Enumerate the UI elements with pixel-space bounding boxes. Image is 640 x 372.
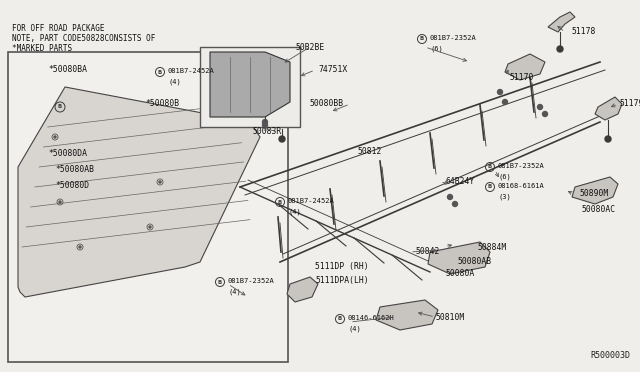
Text: 081B7-2452A: 081B7-2452A (168, 68, 215, 74)
Polygon shape (428, 242, 490, 274)
Circle shape (54, 136, 56, 138)
Text: 50080AB: 50080AB (458, 257, 492, 266)
Circle shape (447, 195, 452, 199)
Text: B: B (158, 70, 162, 74)
Text: *50080B: *50080B (145, 99, 179, 109)
Polygon shape (18, 87, 260, 297)
Text: *50080DA: *50080DA (48, 150, 87, 158)
Text: FOR OFF ROAD PACKAGE: FOR OFF ROAD PACKAGE (12, 24, 104, 33)
Polygon shape (210, 52, 290, 117)
Text: 081B7-2452A: 081B7-2452A (288, 198, 335, 204)
Text: 081B7-2352A: 081B7-2352A (498, 163, 545, 169)
Text: 50810M: 50810M (435, 312, 464, 321)
Polygon shape (572, 177, 618, 204)
Text: 51170: 51170 (510, 73, 534, 81)
Text: *50080BA: *50080BA (48, 65, 87, 74)
Circle shape (159, 181, 161, 183)
Circle shape (279, 136, 285, 142)
Text: 50080AC: 50080AC (582, 205, 616, 215)
Text: 64B24Y: 64B24Y (445, 177, 474, 186)
Text: 74751X: 74751X (318, 65, 348, 74)
Text: B: B (420, 36, 424, 42)
Text: 50890M: 50890M (580, 189, 609, 199)
Polygon shape (287, 277, 318, 302)
Circle shape (497, 90, 502, 94)
Text: *50080D: *50080D (55, 182, 89, 190)
Text: 50080A: 50080A (445, 269, 474, 279)
Text: B: B (488, 185, 492, 189)
Text: 50812: 50812 (358, 148, 382, 157)
Text: 50842: 50842 (415, 247, 440, 257)
Bar (200, 47, 300, 127)
Text: *50080AB: *50080AB (55, 166, 94, 174)
Text: (4): (4) (348, 326, 361, 332)
Text: 081B7-2352A: 081B7-2352A (228, 278, 275, 284)
Text: 5111DPA(LH): 5111DPA(LH) (315, 276, 369, 285)
Text: (3): (3) (498, 194, 511, 200)
Text: B: B (278, 199, 282, 205)
Bar (8, 52, 288, 362)
Text: (4): (4) (168, 79, 180, 85)
Text: 081B7-2352A: 081B7-2352A (430, 35, 477, 41)
Polygon shape (548, 12, 575, 32)
Text: (4): (4) (288, 209, 301, 215)
Text: 5111DP (RH): 5111DP (RH) (315, 263, 369, 272)
Text: (4): (4) (228, 289, 241, 295)
Polygon shape (595, 97, 622, 120)
Circle shape (262, 122, 268, 128)
Circle shape (59, 201, 61, 203)
Text: 50884M: 50884M (478, 243, 508, 251)
Text: 08146-6162H: 08146-6162H (348, 315, 395, 321)
Circle shape (262, 119, 268, 125)
Text: (6): (6) (430, 46, 443, 52)
Text: R500003D: R500003D (590, 351, 630, 360)
Circle shape (538, 105, 543, 109)
Circle shape (543, 112, 547, 116)
Text: 51178: 51178 (572, 28, 596, 36)
Circle shape (605, 136, 611, 142)
Circle shape (502, 99, 508, 105)
Text: 50B2BE: 50B2BE (295, 42, 324, 51)
Text: NOTE, PART CODE50828CONSISTS OF: NOTE, PART CODE50828CONSISTS OF (12, 34, 156, 43)
Text: (6): (6) (498, 174, 511, 180)
Circle shape (557, 46, 563, 52)
Text: 50083R: 50083R (253, 128, 282, 137)
Circle shape (452, 202, 458, 206)
Text: B: B (338, 317, 342, 321)
Circle shape (259, 112, 264, 116)
Polygon shape (376, 300, 438, 330)
Text: 50080BB: 50080BB (310, 99, 344, 109)
Text: 51179: 51179 (620, 99, 640, 109)
Text: 08168-6161A: 08168-6161A (498, 183, 545, 189)
Text: *MARKED PARTS: *MARKED PARTS (12, 44, 72, 53)
Circle shape (79, 246, 81, 248)
Circle shape (149, 226, 151, 228)
Polygon shape (505, 54, 545, 80)
Text: B: B (218, 279, 222, 285)
Text: B: B (488, 164, 492, 170)
Text: B: B (58, 105, 62, 109)
